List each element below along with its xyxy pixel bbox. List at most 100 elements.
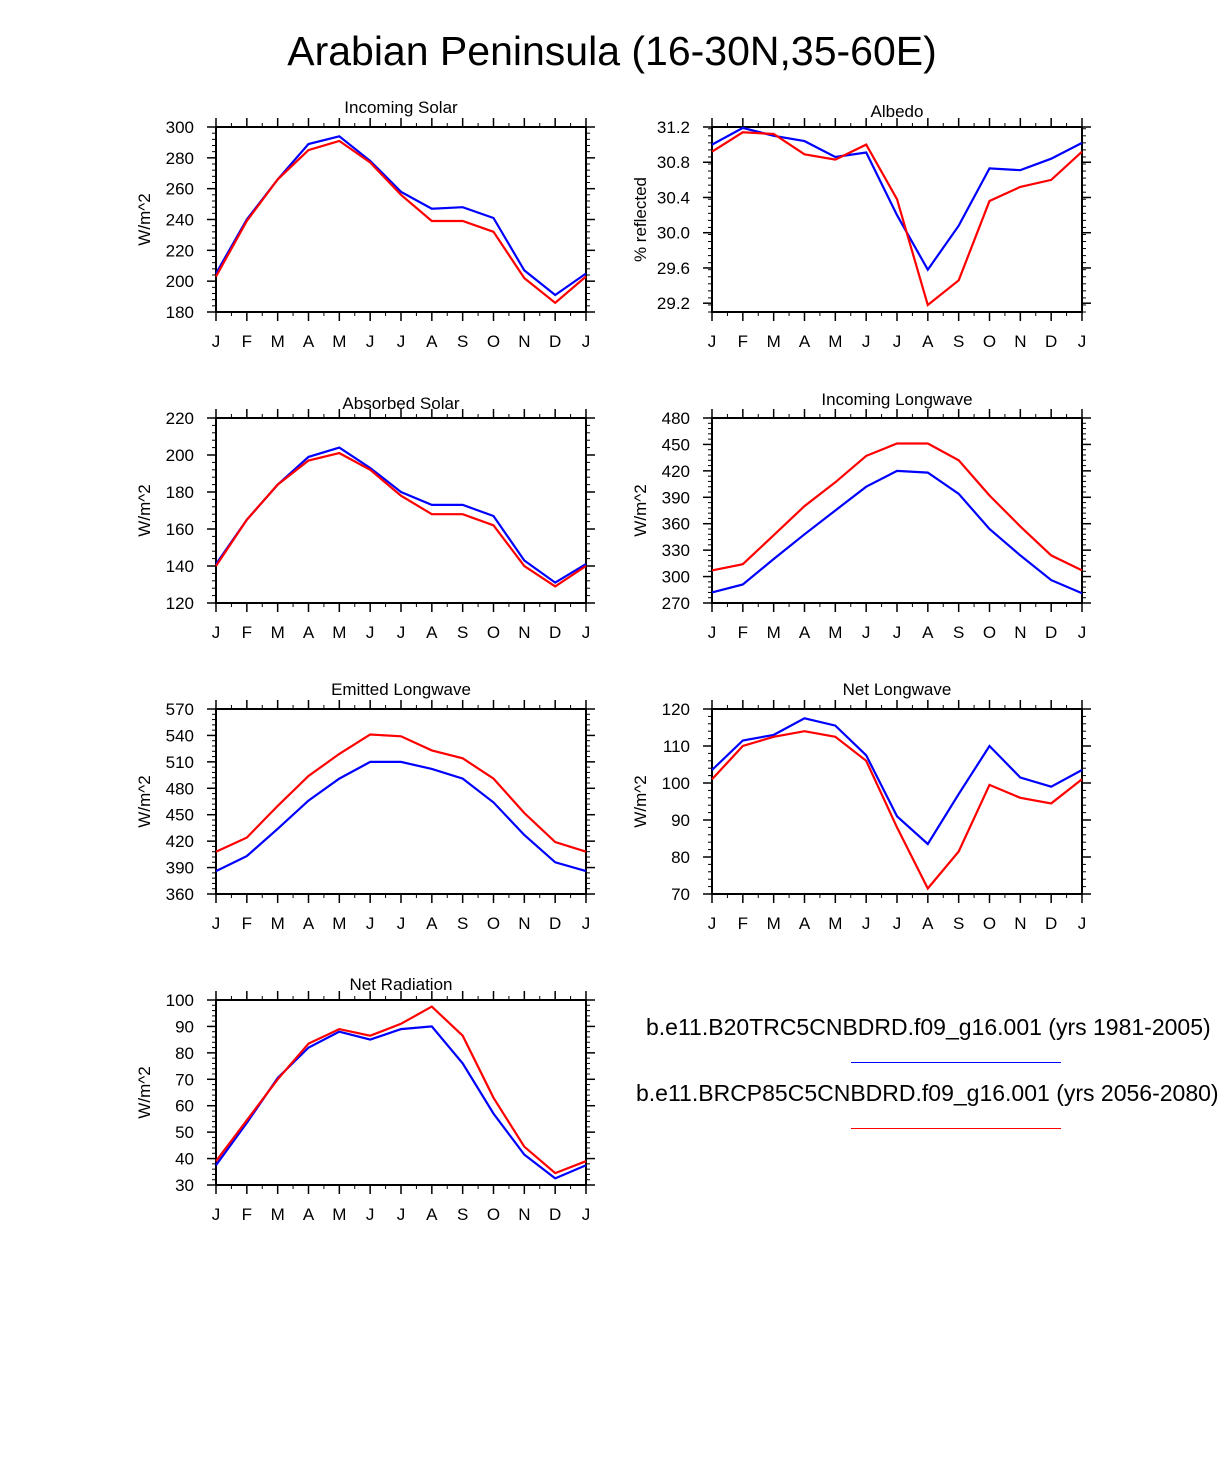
x-tick-label: J — [397, 914, 406, 933]
x-tick-label: A — [426, 1205, 438, 1224]
x-tick-label: M — [828, 914, 842, 933]
x-tick-label: O — [487, 1205, 500, 1224]
x-tick-label: D — [1045, 332, 1057, 351]
y-tick-label: 510 — [166, 753, 194, 772]
x-tick-label: M — [767, 623, 781, 642]
x-tick-label: M — [332, 1205, 346, 1224]
x-tick-label: J — [582, 914, 591, 933]
x-tick-label: A — [922, 914, 934, 933]
series-line-future — [215, 1005, 587, 1175]
y-axis-label: W/m^2 — [135, 775, 154, 827]
chart-title: Incoming Longwave — [821, 390, 972, 409]
x-tick-label: F — [738, 914, 748, 933]
y-tick-label: 420 — [662, 462, 690, 481]
y-tick-label: 160 — [166, 520, 194, 539]
x-tick-label: S — [457, 623, 468, 642]
y-tick-label: 360 — [662, 515, 690, 534]
y-tick-label: 450 — [662, 435, 690, 454]
x-tick-label: A — [303, 1205, 315, 1224]
x-tick-label: J — [708, 914, 717, 933]
x-tick-label: F — [242, 914, 252, 933]
y-tick-label: 270 — [662, 594, 690, 613]
y-axis-label: % reflected — [631, 177, 650, 262]
x-tick-label: J — [582, 1205, 591, 1224]
x-tick-label: N — [518, 914, 530, 933]
x-tick-label: M — [828, 332, 842, 351]
x-tick-label: J — [582, 623, 591, 642]
page-title: Arabian Peninsula (16-30N,35-60E) — [287, 28, 937, 74]
x-tick-label: J — [1078, 914, 1087, 933]
series-line-historical — [215, 760, 587, 873]
y-tick-label: 480 — [166, 779, 194, 798]
y-tick-label: 60 — [175, 1097, 194, 1116]
x-tick-label: A — [426, 332, 438, 351]
y-axis-label: W/m^2 — [631, 484, 650, 536]
x-tick-label: F — [242, 332, 252, 351]
x-tick-label: J — [582, 332, 591, 351]
x-tick-label: J — [1078, 623, 1087, 642]
x-tick-label: A — [799, 332, 811, 351]
x-tick-label: D — [549, 914, 561, 933]
x-tick-label: J — [212, 914, 221, 933]
plot-frame — [215, 999, 587, 1186]
x-tick-label: J — [893, 623, 902, 642]
y-tick-label: 200 — [166, 272, 194, 291]
y-tick-label: 100 — [166, 991, 194, 1010]
x-tick-label: F — [738, 332, 748, 351]
x-tick-label: O — [983, 332, 996, 351]
x-tick-label: M — [271, 332, 285, 351]
x-tick-label: N — [518, 1205, 530, 1224]
x-tick-label: O — [983, 623, 996, 642]
series-line-future — [215, 733, 587, 853]
x-tick-label: N — [518, 623, 530, 642]
y-tick-label: 40 — [175, 1150, 194, 1169]
x-tick-label: J — [212, 332, 221, 351]
y-tick-label: 480 — [662, 409, 690, 428]
y-tick-label: 110 — [663, 737, 690, 756]
y-tick-label: 570 — [166, 700, 194, 719]
x-tick-label: F — [242, 623, 252, 642]
x-tick-label: M — [332, 914, 346, 933]
x-tick-label: J — [1078, 332, 1087, 351]
y-tick-label: 200 — [166, 446, 194, 465]
chart-title: Emitted Longwave — [331, 680, 471, 699]
y-tick-label: 140 — [166, 557, 194, 576]
y-tick-label: 80 — [671, 848, 690, 867]
x-tick-label: J — [397, 332, 406, 351]
x-tick-label: D — [549, 332, 561, 351]
chart-title: Net Radiation — [349, 975, 452, 994]
x-tick-label: A — [922, 332, 934, 351]
y-tick-label: 330 — [662, 541, 690, 560]
x-tick-label: J — [708, 332, 717, 351]
chart-title: Absorbed Solar — [342, 394, 460, 413]
y-tick-label: 50 — [175, 1123, 194, 1142]
x-tick-label: F — [242, 1205, 252, 1224]
x-tick-label: O — [983, 914, 996, 933]
y-axis-label: W/m^2 — [135, 484, 154, 536]
y-axis-label: W/m^2 — [135, 1066, 154, 1118]
x-tick-label: O — [487, 914, 500, 933]
y-tick-label: 300 — [662, 568, 690, 587]
y-tick-label: 360 — [166, 885, 194, 904]
x-tick-label: J — [397, 623, 406, 642]
x-tick-label: S — [953, 332, 964, 351]
x-tick-label: J — [212, 1205, 221, 1224]
y-tick-label: 220 — [166, 241, 194, 260]
x-tick-label: A — [303, 332, 315, 351]
x-tick-label: A — [303, 623, 315, 642]
y-tick-label: 180 — [166, 483, 194, 502]
x-tick-label: N — [1014, 914, 1026, 933]
series-line-future — [711, 730, 1083, 891]
x-tick-label: A — [799, 623, 811, 642]
x-tick-label: D — [549, 1205, 561, 1224]
chart-title: Albedo — [871, 102, 924, 121]
x-tick-label: J — [893, 914, 902, 933]
x-tick-label: J — [862, 332, 871, 351]
chart-title: Net Longwave — [843, 680, 952, 699]
y-tick-label: 30.4 — [657, 188, 690, 207]
y-tick-label: 540 — [166, 726, 194, 745]
